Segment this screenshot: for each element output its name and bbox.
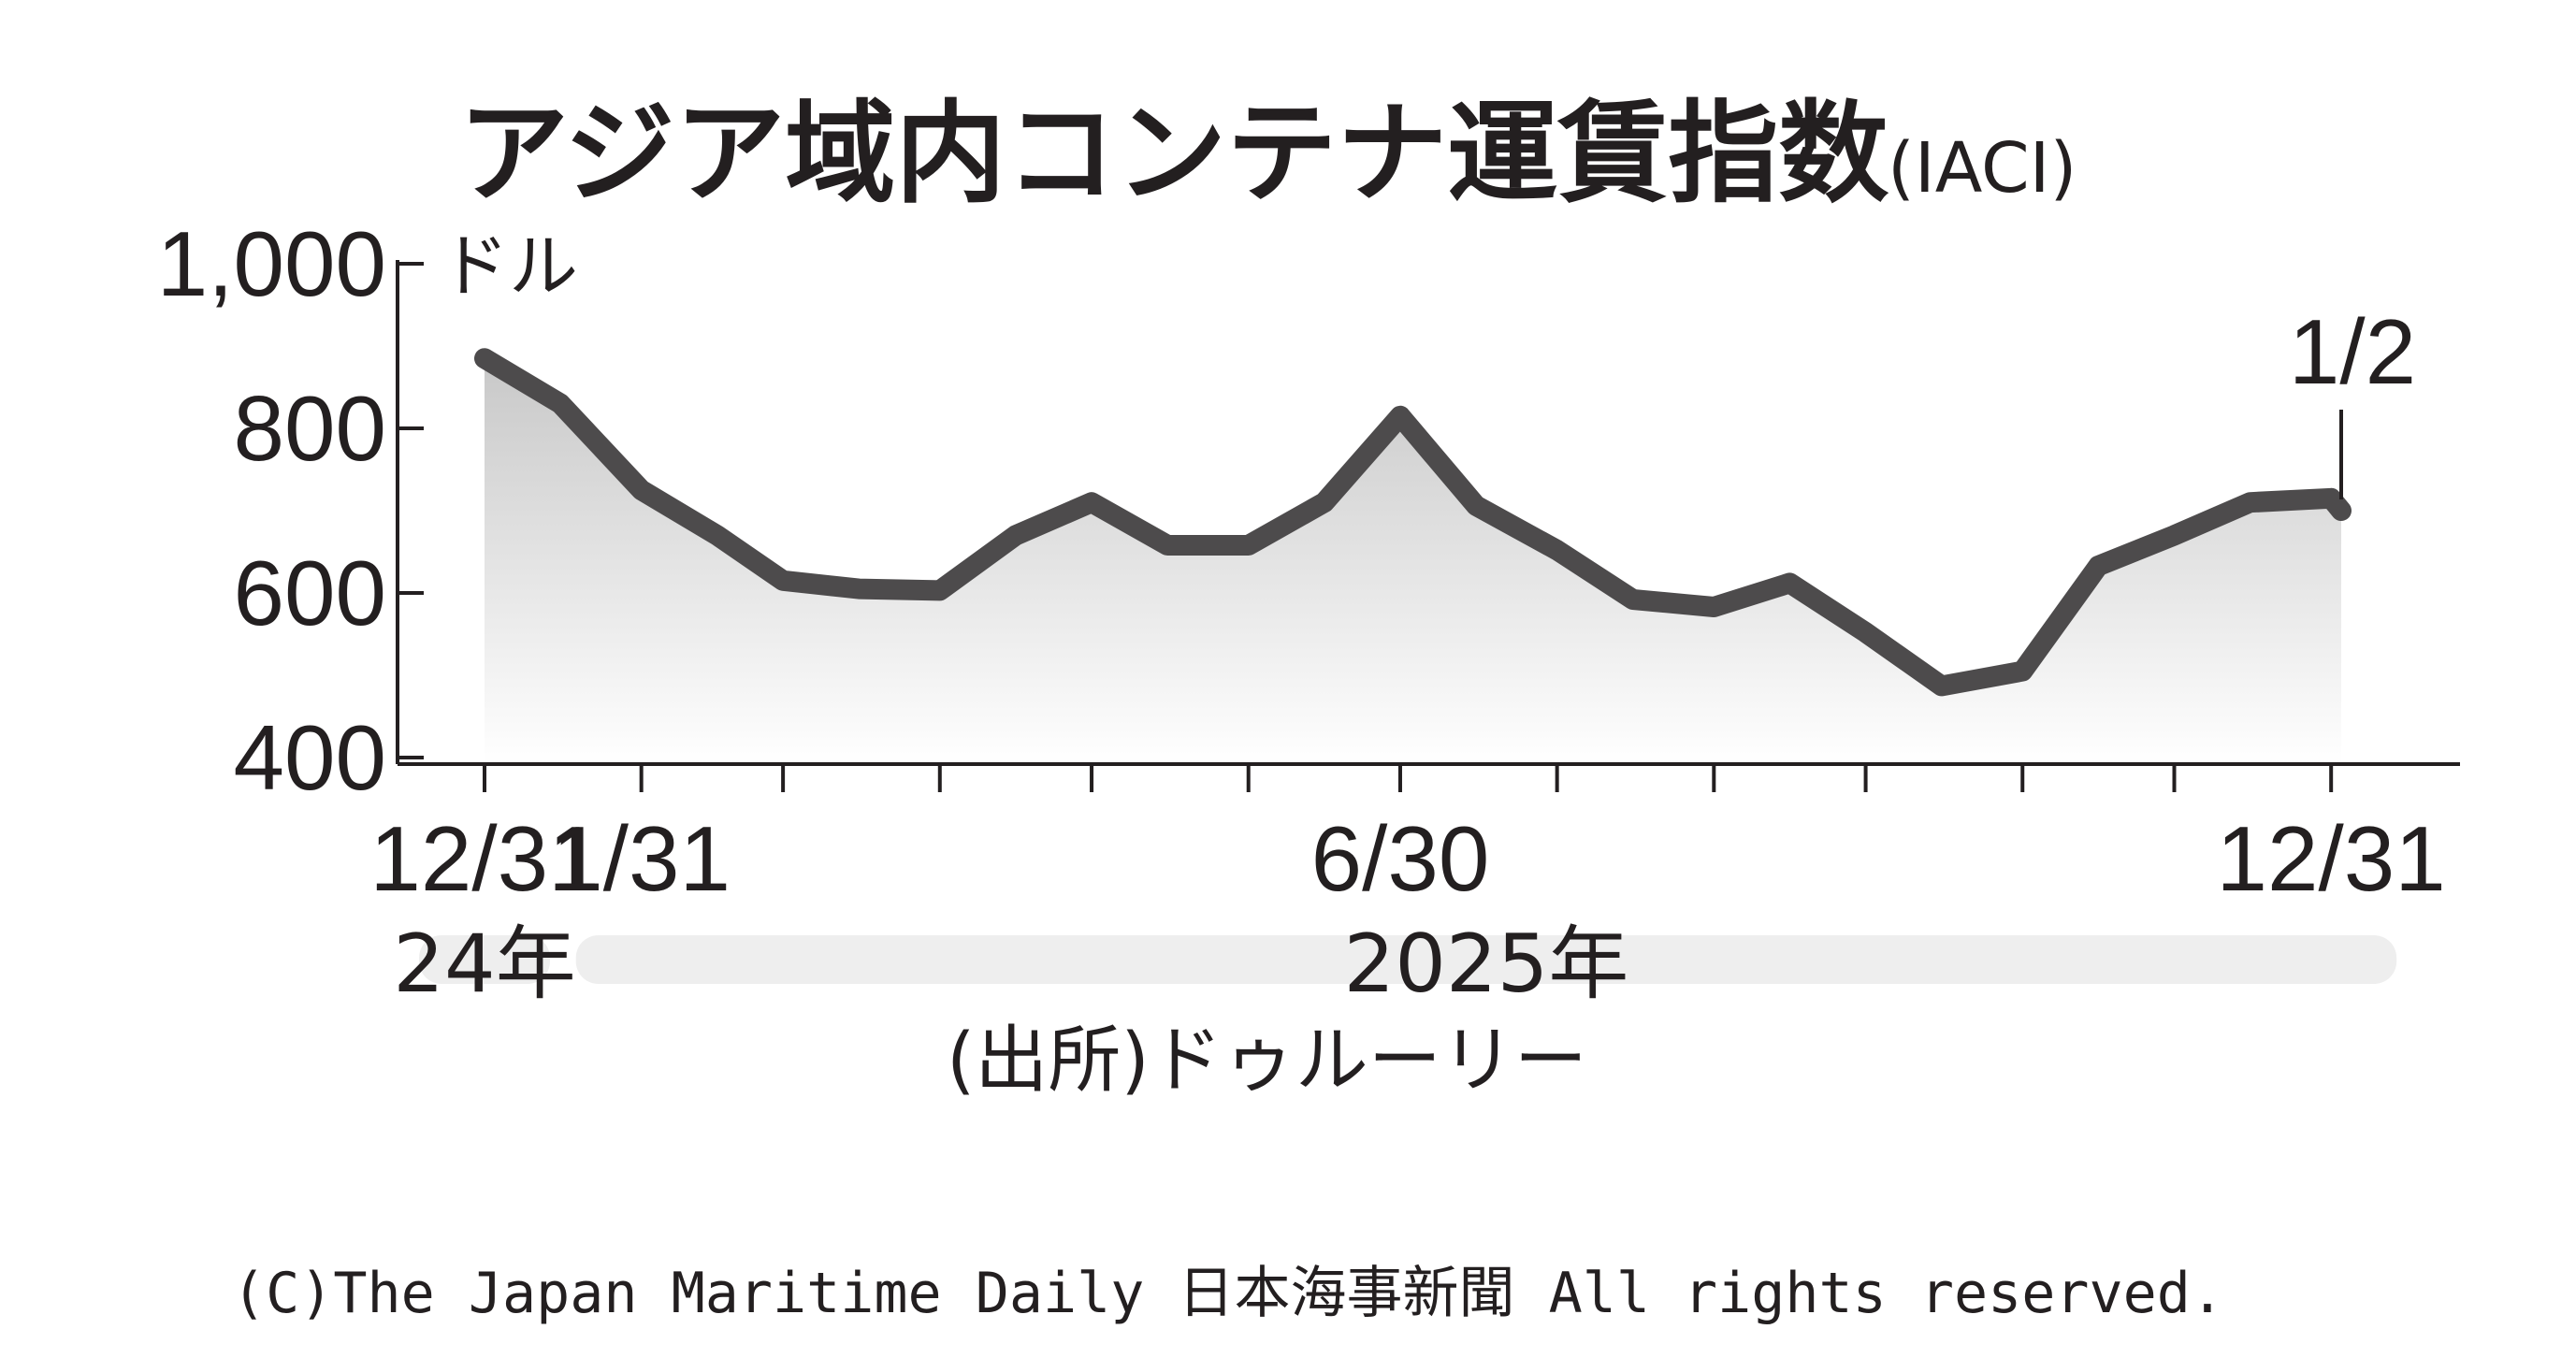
- y-unit-label: ドル: [440, 226, 578, 307]
- x-tick-label: 1/31: [552, 807, 731, 910]
- axes: [396, 260, 2460, 792]
- source-label: (出所)ドゥルーリー: [947, 1018, 1587, 1103]
- area-layer: [485, 358, 2341, 764]
- x-tick-label: 12/31: [369, 807, 599, 910]
- line-layer: [474, 348, 2352, 697]
- x-tick-label: 6/30: [1311, 807, 1490, 910]
- year-band: [575, 935, 2397, 984]
- annotation-label: 1/2: [2289, 300, 2416, 403]
- y-tick-label: 600: [233, 542, 386, 644]
- year-label: 24年: [393, 917, 575, 1011]
- year-band: [419, 935, 550, 984]
- series-area: [485, 358, 2341, 764]
- chart-title-suffix: (IACI): [1888, 128, 2077, 209]
- x-tick-label: 12/31: [2217, 807, 2446, 910]
- y-tick-label: 400: [233, 706, 386, 809]
- year-label: 2025年: [1343, 917, 1628, 1011]
- chart-title: アジア域内コンテナ運賃指数: [458, 89, 1889, 218]
- series-line: [474, 348, 2352, 697]
- y-tick-label: 800: [233, 377, 386, 480]
- y-tick-label: 1,000: [157, 212, 386, 315]
- copyright-notice: (C)The Japan Maritime Daily 日本海事新聞 All r…: [232, 1261, 2224, 1326]
